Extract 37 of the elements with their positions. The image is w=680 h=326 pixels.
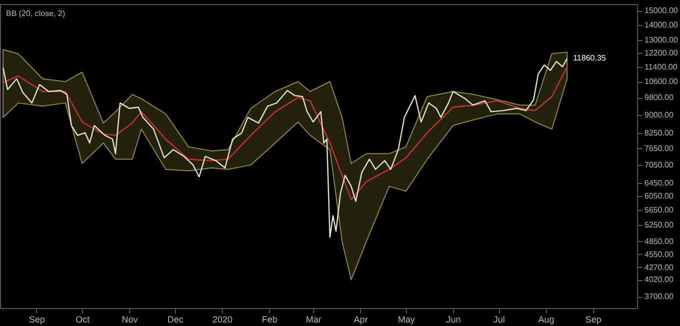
x-tick-label: Feb — [262, 314, 278, 324]
y-tick-label: 14000.00 — [644, 20, 678, 30]
y-tick-label: 3700.00 — [644, 292, 674, 302]
y-tick-label: 5650.00 — [644, 206, 674, 215]
y-tick-label: 9000.00 — [644, 110, 674, 120]
x-tick-label: Dec — [167, 314, 184, 324]
y-tick-label: 7650.00 — [644, 144, 674, 153]
y-tick-label: 4850.00 — [644, 236, 674, 246]
x-tick-label: Apr — [354, 314, 368, 324]
y-tick-label: 4550.00 — [644, 250, 674, 259]
x-tick-label: Mar — [306, 314, 322, 324]
y-tick-label: 12200.00 — [644, 48, 678, 58]
y-tick-label: 6050.00 — [644, 192, 674, 201]
y-tick-label: 10600.00 — [644, 77, 678, 86]
x-tick-label: Sep — [28, 314, 45, 324]
line-series — [2, 66, 568, 200]
y-tick-label: 4270.00 — [644, 262, 674, 272]
annotation: BB (20, close, 2) — [6, 9, 66, 18]
y-tick-label: 15000.00 — [644, 6, 678, 16]
y-tick-label: 9800.00 — [644, 93, 674, 102]
y-tick-label: 6450.00 — [644, 178, 674, 188]
y-tick-label: 11400.00 — [644, 62, 678, 72]
x-tick-label: Nov — [122, 314, 138, 324]
y-tick-label: 5250.00 — [644, 220, 674, 230]
y-tick-label: 8250.00 — [644, 128, 674, 138]
line-series — [2, 58, 568, 238]
x-tick-label: Aug — [538, 314, 554, 324]
x-tick-label: Oct — [76, 314, 90, 324]
y-tick-label: 4020.00 — [644, 275, 674, 284]
x-tick-label: 2020 — [212, 314, 232, 324]
y-tick-label: 7050.00 — [644, 160, 674, 170]
y-tick-label: 13000.00 — [644, 35, 678, 44]
x-tick-label: May — [398, 314, 416, 324]
x-tick-label: Jun — [446, 314, 461, 324]
annotation: 11860.35 — [573, 54, 606, 63]
x-tick-label: Sep — [585, 314, 602, 324]
x-tick-label: Jul — [493, 314, 505, 324]
